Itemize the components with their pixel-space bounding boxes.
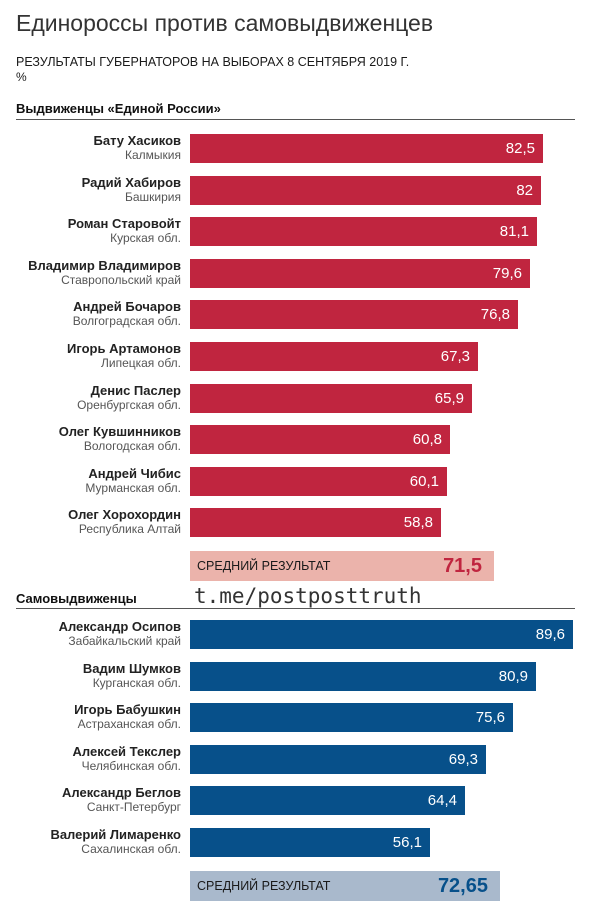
er-candidate-name: Игорь Артамонов	[67, 341, 181, 356]
section-rule-er	[16, 119, 575, 120]
self-candidate-name: Алексей Текслер	[72, 743, 181, 759]
self-result-value: 75,6	[475, 709, 505, 727]
self-result-value: 56,1	[392, 834, 422, 851]
er-candidate-region: Мурманская обл.	[85, 480, 181, 495]
section-rule-self	[16, 608, 575, 609]
self-result-value: 69,3	[448, 750, 478, 768]
er-candidate-region: Башкирия	[124, 189, 181, 204]
er-result-value: 81,1	[499, 223, 529, 241]
er-candidate-region: Волгоградская обл.	[72, 314, 181, 329]
self-result-bar: 89,6	[190, 620, 573, 649]
er-result-value: 65,9	[434, 389, 464, 407]
er-candidate-name: Владимир Владимиров	[28, 257, 181, 273]
self-average-value: 72,65	[437, 875, 488, 897]
er-candidate-region: Калмыкия	[125, 148, 181, 162]
self-result-bar: 75,6	[190, 703, 513, 733]
er-result-value: 58,8	[403, 514, 433, 532]
er-candidate-name: Бату Хасиков	[93, 133, 182, 148]
unit-label: %	[16, 70, 27, 84]
er-result-value: 67,3	[440, 348, 470, 365]
self-candidate-name: Вадим Шумков	[82, 660, 181, 676]
er-candidate-name: Андрей Бочаров	[73, 299, 181, 315]
self-candidate-region: Санкт-Петербург	[86, 800, 181, 815]
er-result-bar: 79,6	[190, 258, 530, 288]
self-result-value: 89,6	[535, 626, 565, 643]
er-candidate-name: Олег Кувшинников	[58, 424, 181, 440]
watermark: t.me/postposttruth	[194, 584, 422, 608]
er-result-bar: 60,8	[190, 425, 450, 455]
self-average-box: СРЕДНИЙ РЕЗУЛЬТАТ 72,65	[190, 871, 500, 901]
chart-title: Единороссы против самовыдвиженцев	[16, 10, 434, 36]
er-candidate-region: Курская обл.	[110, 231, 181, 246]
er-candidate-name: Андрей Чибис	[88, 465, 181, 481]
self-candidate-region: Курганская обл.	[92, 675, 181, 690]
self-result-value: 64,4	[427, 792, 457, 810]
self-candidate-region: Забайкальский край	[68, 634, 181, 648]
er-result-value: 82	[516, 181, 533, 199]
er-result-bar: 65,9	[190, 383, 472, 413]
er-result-bar: 82,5	[190, 134, 543, 163]
er-candidate-region: Ставропольский край	[61, 272, 181, 287]
er-average-box: СРЕДНИЙ РЕЗУЛЬТАТ 71,5	[190, 551, 494, 581]
self-candidate-name: Валерий Лимаренко	[50, 827, 181, 842]
self-result-bar: 56,1	[190, 828, 430, 857]
self-candidate-region: Астраханская обл.	[77, 717, 181, 732]
chart-subtitle: РЕЗУЛЬТАТЫ ГУБЕРНАТОРОВ НА ВЫБОРАХ 8 СЕН…	[16, 55, 410, 69]
er-result-value: 60,1	[409, 472, 439, 490]
er-average-value: 71,5	[443, 555, 482, 577]
self-result-bar: 80,9	[190, 661, 536, 691]
er-result-value: 76,8	[480, 306, 510, 324]
self-candidate-name: Александр Беглов	[62, 785, 181, 801]
self-result-bar: 64,4	[190, 786, 465, 816]
self-result-value: 80,9	[498, 667, 528, 685]
er-result-bar: 67,3	[190, 342, 478, 371]
er-candidate-region: Республика Алтай	[78, 522, 181, 537]
er-average-label: СРЕДНИЙ РЕЗУЛЬТАТ	[197, 559, 331, 573]
self-result-bar: 69,3	[190, 744, 486, 774]
self-average-label: СРЕДНИЙ РЕЗУЛЬТАТ	[197, 879, 331, 893]
self-candidate-name: Игорь Бабушкин	[74, 702, 181, 718]
self-candidate-region: Сахалинская обл.	[81, 842, 181, 856]
er-result-bar: 81,1	[190, 217, 537, 247]
self-candidate-region: Челябинская обл.	[81, 758, 181, 773]
er-result-value: 79,6	[492, 264, 522, 282]
er-result-value: 60,8	[412, 431, 442, 449]
er-candidate-region: Вологодская обл.	[83, 439, 181, 454]
section-title-self: Самовыдвиженцы	[16, 591, 137, 606]
er-candidate-name: Роман Старовойт	[67, 216, 181, 232]
er-result-bar: 58,8	[190, 508, 441, 538]
er-result-value: 82,5	[505, 140, 535, 157]
er-result-bar: 82	[190, 175, 541, 205]
er-candidate-region: Оренбургская обл.	[77, 397, 181, 412]
er-candidate-name: Олег Хорохордин	[68, 507, 181, 523]
er-candidate-name: Денис Паслер	[90, 382, 181, 398]
self-candidate-name: Александр Осипов	[58, 619, 181, 634]
er-result-bar: 60,1	[190, 466, 447, 496]
section-title-er: Выдвиженцы «Единой России»	[16, 101, 221, 116]
er-candidate-region: Липецкая обл.	[101, 356, 181, 370]
er-candidate-name: Радий Хабиров	[81, 174, 181, 190]
er-result-bar: 76,8	[190, 300, 518, 330]
